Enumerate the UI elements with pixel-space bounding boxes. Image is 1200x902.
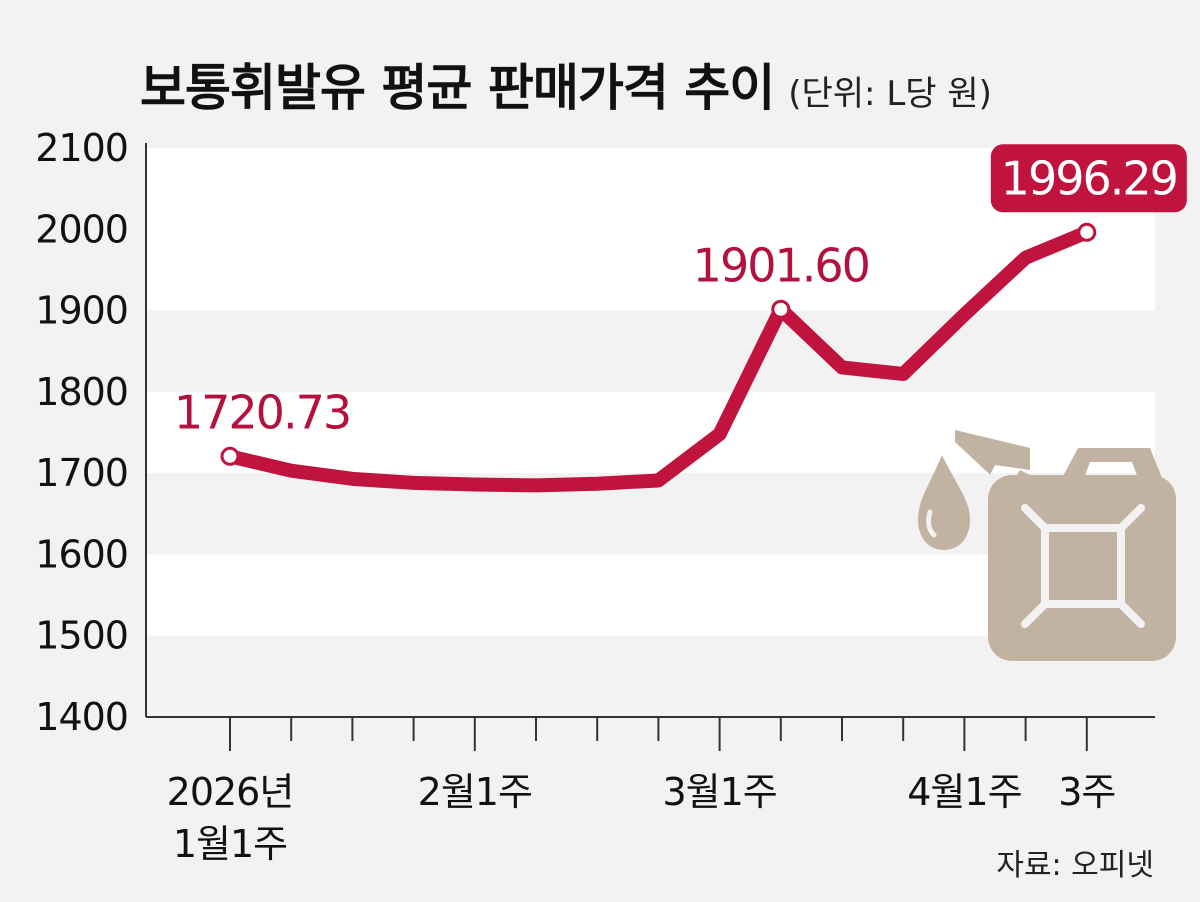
chart-title: 보통휘발유 평균 판매가격 추이 xyxy=(140,59,775,117)
x-axis: 2026년 1월1주 2월1주 3월1주 4월1주 3주 xyxy=(145,143,1155,866)
y-tick-label: 2100 xyxy=(35,126,128,170)
x-tick-label: 2026년 xyxy=(167,770,294,814)
data-label: 1996.29 xyxy=(1001,151,1177,205)
y-tick-label: 1900 xyxy=(35,289,128,333)
series-layer xyxy=(223,225,1094,493)
title-row: 보통휘발유 평균 판매가격 추이 (단위: L당 원) xyxy=(140,48,992,120)
source-note: 자료: 오피넷 xyxy=(996,848,1154,883)
x-tick-label: 2월1주 xyxy=(418,770,532,814)
x-tick-label: 4월1주 xyxy=(907,770,1021,814)
data-point-marker xyxy=(771,299,791,319)
y-tick-label: 1500 xyxy=(35,614,128,658)
unit-label: (단위: L당 원) xyxy=(788,74,992,114)
data-label: 1901.60 xyxy=(693,238,869,292)
grid-band xyxy=(146,148,1155,230)
y-tick-label: 2000 xyxy=(35,207,128,251)
y-axis-ticks: 1400 1500 1600 1700 1800 1900 2000 2100 xyxy=(35,126,129,739)
y-tick-label: 1800 xyxy=(35,370,128,414)
x-tick-label: 3주 xyxy=(1058,770,1115,814)
x-tick-label: 1월1주 xyxy=(173,822,287,866)
oil-drop-icon xyxy=(918,455,970,550)
y-tick-label: 1400 xyxy=(35,695,128,739)
data-point-marker xyxy=(220,446,240,466)
data-label: 1720.73 xyxy=(174,385,350,439)
grid-band xyxy=(146,554,1155,636)
data-point-marker xyxy=(1077,222,1097,242)
y-tick-label: 1700 xyxy=(35,451,128,495)
series-line xyxy=(223,225,1094,493)
data-labels: 1720.73 1901.60 1996.29 xyxy=(174,144,1187,466)
fuel-can-icon xyxy=(955,430,1176,661)
x-tick-label: 3월1주 xyxy=(662,770,776,814)
data-label-box xyxy=(990,144,1187,213)
fuel-illustration xyxy=(918,430,1176,661)
y-tick-label: 1600 xyxy=(35,532,128,576)
grid-bands xyxy=(146,148,1155,636)
